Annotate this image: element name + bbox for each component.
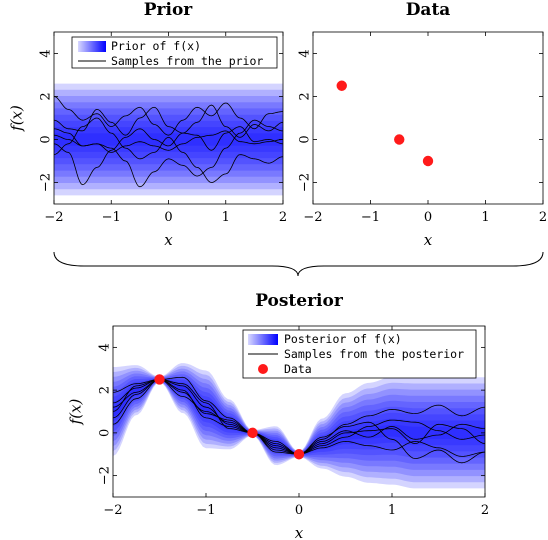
prior-title: Prior	[144, 0, 194, 20]
posterior-band-layer	[113, 374, 485, 464]
posterior-plot-area	[113, 363, 485, 489]
prior-sample-line-2	[54, 104, 283, 138]
data-x-tick-label: 1	[481, 210, 489, 225]
data-y-tick-label: 2	[298, 92, 313, 100]
posterior-y-axis-label: f(x)	[66, 398, 84, 425]
prior-x-axis-label: x	[164, 231, 173, 249]
prior-band-layer	[54, 102, 283, 177]
prior-legend-band-label: Prior of f(x)	[111, 39, 201, 53]
data-axes-frame	[312, 31, 544, 205]
prior-legend-box	[71, 36, 278, 69]
data-data-point-3	[422, 155, 434, 167]
prior-band-layer	[54, 114, 283, 165]
data-x-axis-label: x	[424, 231, 433, 249]
data-title: Data	[406, 0, 451, 20]
prior-y-tick-label: 2	[39, 92, 54, 100]
posterior-x-tick-label: 1	[388, 503, 396, 518]
prior-band-layer	[54, 108, 283, 171]
prior-plot-area	[54, 83, 283, 196]
prior-band-layer	[54, 133, 283, 146]
posterior-x-tick-label: −1	[196, 503, 215, 518]
posterior-x-axis-label: x	[295, 524, 304, 540]
prior-x-tick-label: 2	[279, 210, 287, 225]
posterior-band-layer	[113, 368, 485, 477]
data-x-tick-label: 2	[539, 210, 547, 225]
posterior-band-layer	[113, 371, 485, 470]
data-data-point-1	[336, 80, 347, 91]
posterior-x-tick-label: 2	[481, 503, 489, 518]
posterior-legend-box	[242, 329, 477, 379]
prior-band-layer	[54, 83, 283, 196]
data-x-tick-label: −2	[303, 210, 322, 225]
posterior-band-layer	[113, 378, 485, 456]
prior-x-tick-label: −2	[44, 210, 63, 225]
prior-x-tick-label: 0	[164, 210, 172, 225]
data-x-tick-label: −1	[361, 210, 380, 225]
posterior-y-tick-label: −2	[98, 466, 113, 485]
prior-band-layer	[54, 96, 283, 183]
data-data-point-2	[394, 134, 405, 145]
prior-plot: −2 −1 0 1 2 −2 0 2 4 x f(x)	[7, 31, 287, 249]
prior-y-tick-label: −2	[39, 173, 54, 192]
posterior-legend-data-label: Data	[284, 362, 312, 376]
posterior-data-point-3	[293, 449, 305, 460]
prior-legend: Prior of f(x) Samples from the prior	[71, 36, 278, 69]
posterior-data-point-1	[154, 374, 165, 385]
posterior-band-layer	[113, 365, 485, 483]
posterior-legend: Posterior of f(x) Samples from the poste…	[242, 329, 477, 379]
posterior-legend-data-marker	[258, 364, 268, 374]
data-y-tick-label: 0	[298, 135, 313, 143]
data-y-tick-label: −2	[298, 173, 313, 192]
curly-brace	[53, 251, 544, 277]
prior-sample-line-6	[54, 130, 283, 153]
prior-band-layer	[54, 120, 283, 159]
data-y-tick-label: 4	[298, 49, 313, 57]
prior-y-axis-label: f(x)	[7, 105, 25, 132]
data-plot: −2 −1 0 1 2 −2 0 2 4 x	[298, 31, 547, 249]
prior-y-tick-label: 4	[39, 49, 54, 57]
posterior-band-layer	[113, 376, 485, 458]
posterior-x-tick-label: −2	[103, 503, 122, 518]
posterior-band-layer	[113, 379, 485, 455]
prior-legend-samples-label: Samples from the prior	[111, 54, 263, 68]
prior-y-tick-label: 0	[39, 135, 54, 143]
posterior-plot: −2 −1 0 1 2 −2 0 2 4 x f(x)	[66, 325, 489, 540]
posterior-data-point-2	[247, 427, 258, 439]
posterior-band-layer	[113, 378, 485, 455]
data-x-tick-label: 0	[424, 210, 432, 225]
prior-x-tick-label: −1	[102, 210, 121, 225]
posterior-legend-band-swatch	[248, 334, 278, 345]
posterior-y-tick-label: 2	[98, 386, 113, 394]
posterior-y-tick-label: 4	[98, 343, 113, 351]
posterior-legend-samples-label: Samples from the posterior	[284, 347, 464, 361]
prior-band-layer	[54, 89, 283, 190]
prior-legend-band-swatch	[78, 41, 106, 52]
prior-x-tick-label: 1	[222, 210, 230, 225]
posterior-x-tick-label: 0	[295, 503, 303, 518]
posterior-title: Posterior	[255, 291, 344, 311]
prior-sample-line-5	[54, 117, 283, 183]
posterior-band-layer	[113, 363, 485, 489]
posterior-legend-band-label: Posterior of f(x)	[284, 332, 402, 346]
posterior-y-tick-label: 0	[98, 429, 113, 437]
